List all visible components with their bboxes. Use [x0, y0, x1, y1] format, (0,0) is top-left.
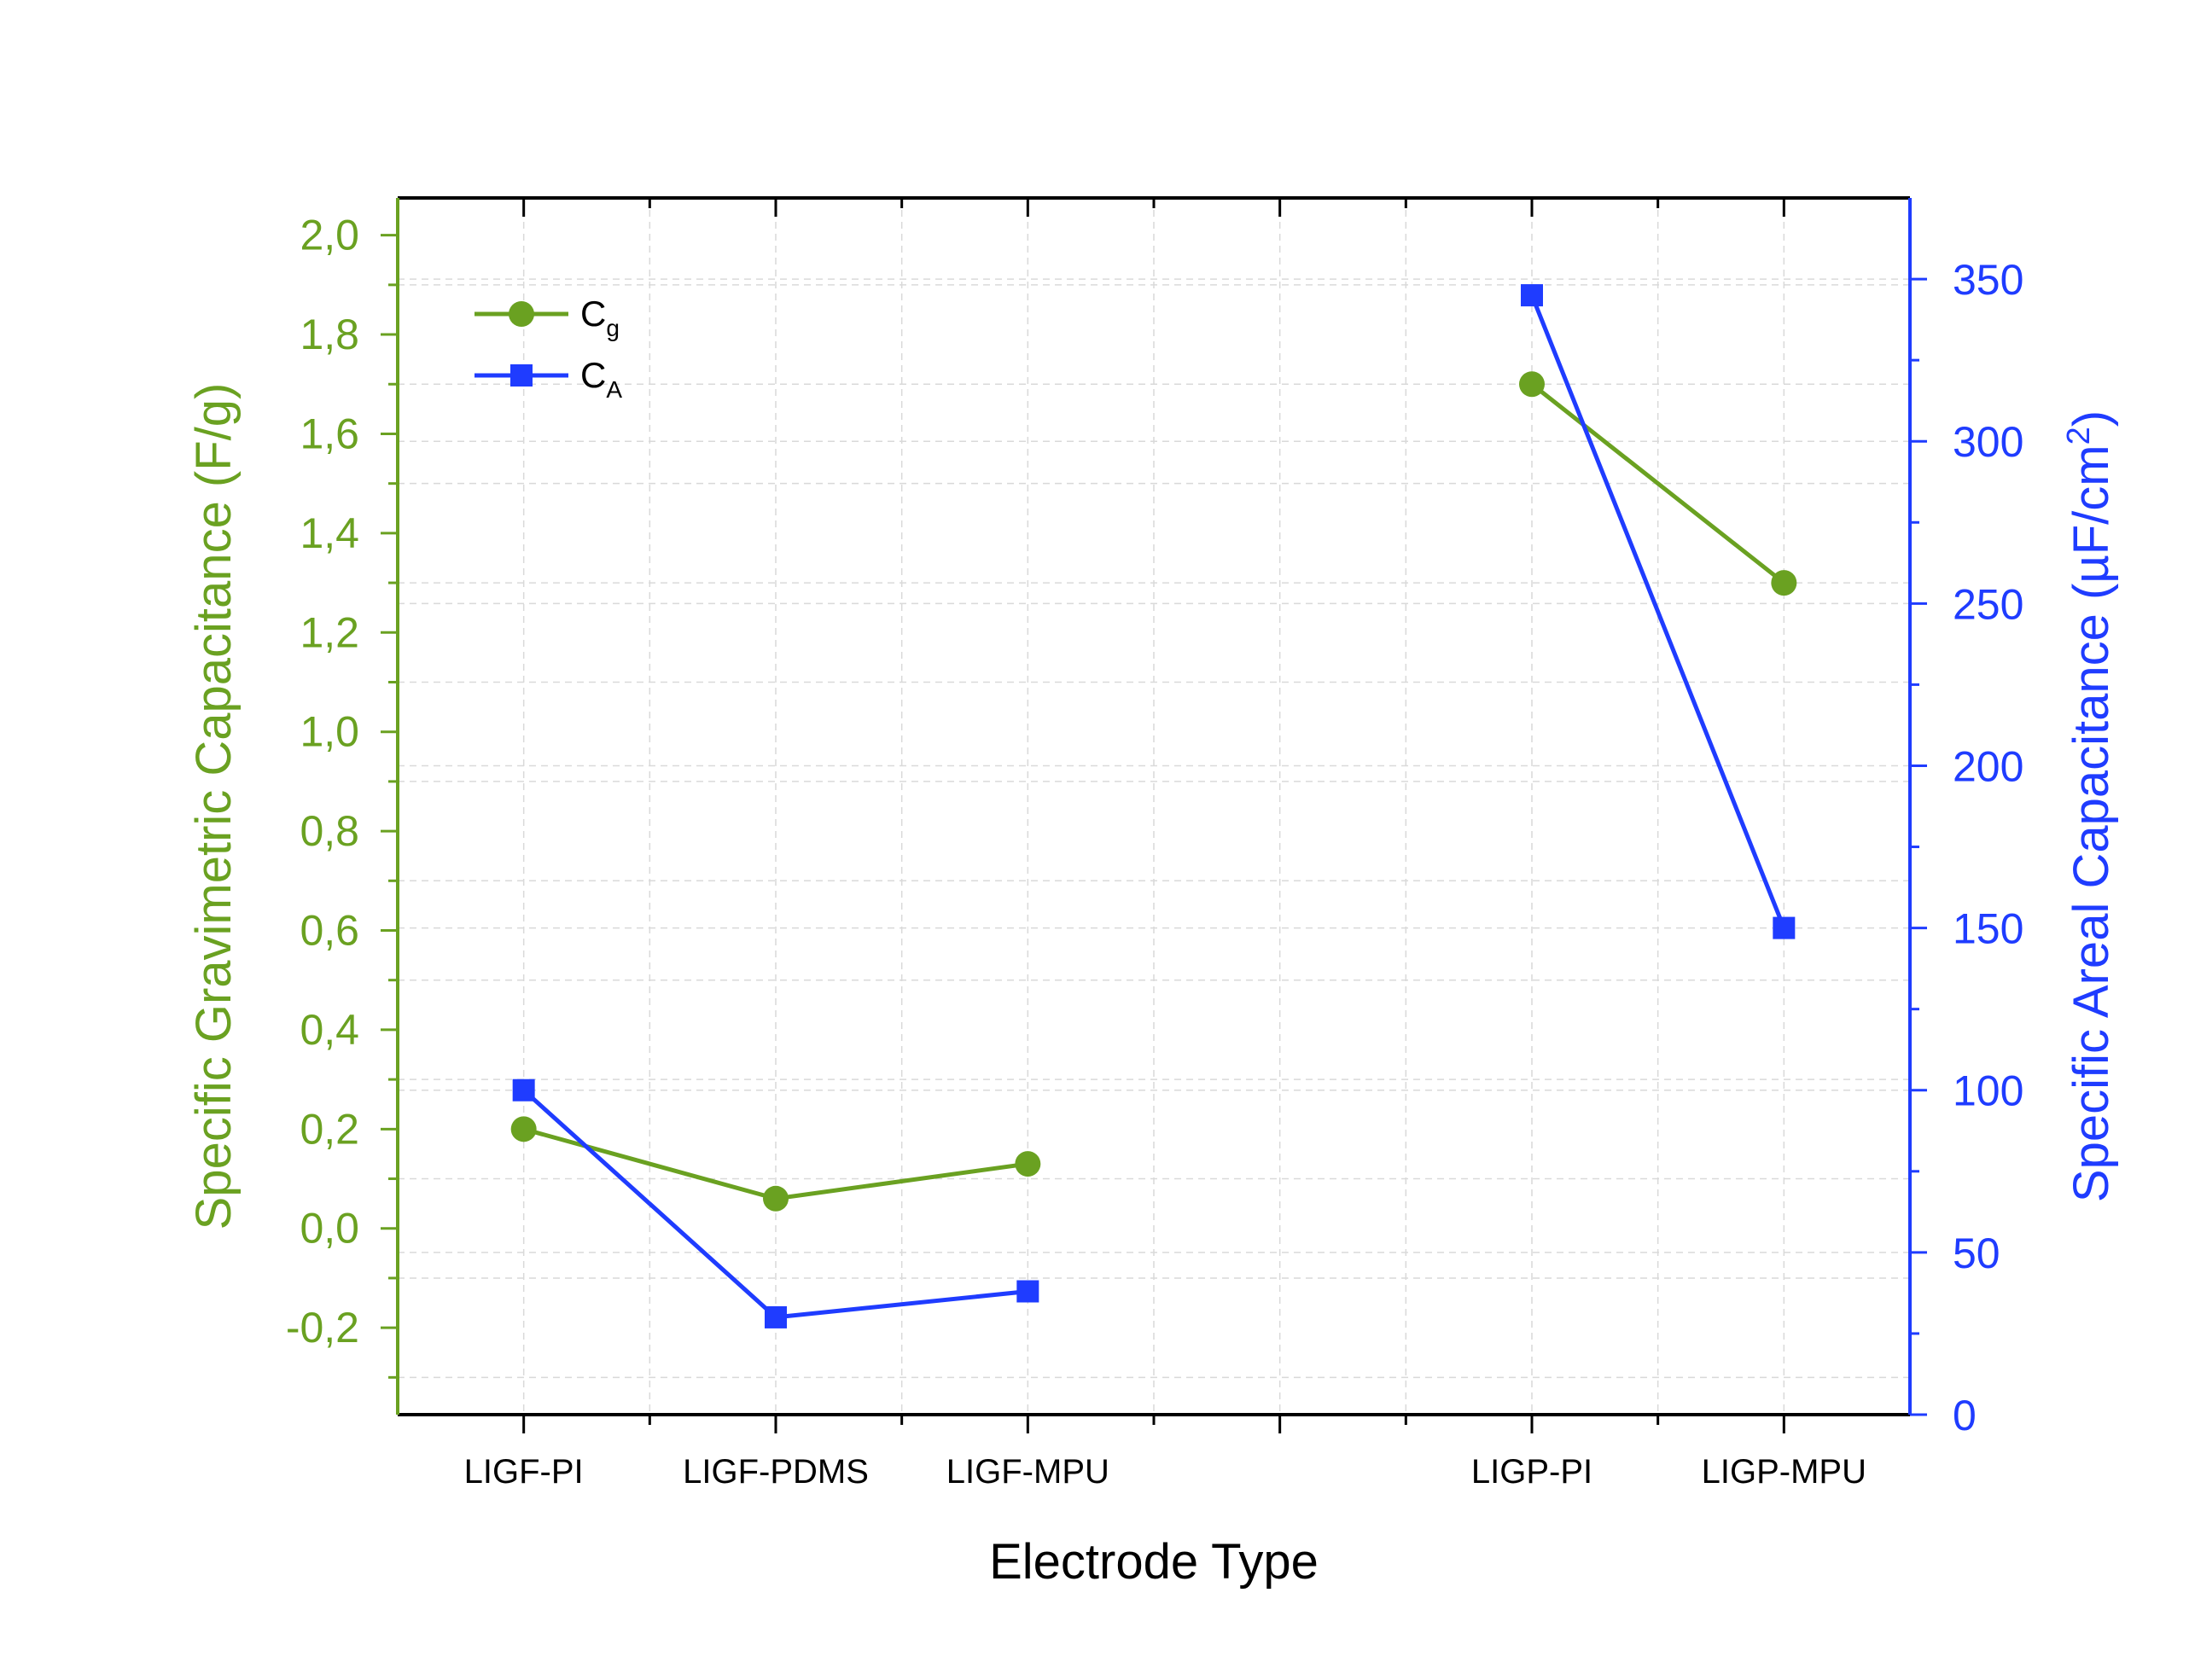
left-tick-label: 0,2: [300, 1105, 359, 1153]
x-tick-label: LIGP-MPU: [1702, 1453, 1866, 1491]
data-point: [512, 1078, 535, 1102]
data-point: [1016, 1280, 1039, 1303]
right-tick-label: 250: [1953, 580, 2023, 628]
left-tick-label: 1,2: [300, 608, 359, 656]
right-tick-label: 150: [1953, 905, 2023, 953]
series-layer: [510, 284, 1797, 1328]
right-tick-label: 100: [1953, 1067, 2023, 1115]
series-line: [1530, 382, 1785, 585]
data-point: [1015, 1151, 1041, 1177]
left-tick-label: 0,6: [300, 907, 359, 955]
x-tick-label: LIGP-PI: [1471, 1453, 1592, 1491]
series-1: [512, 284, 1796, 1328]
grid: [398, 198, 1910, 1415]
x-tick-label: LIGF-PI: [464, 1453, 584, 1491]
left-tick-label: 1,6: [300, 410, 359, 457]
legend-marker: [509, 301, 534, 327]
legend-label-sub: g: [606, 315, 620, 341]
axis-labels: LIGF-PI LIGF-PDMS LIGF-MPU LIGP-PI LIGP-MPU -…: [186, 212, 2119, 1590]
series-0: [510, 371, 1797, 1212]
legend-label: CA: [580, 355, 622, 403]
data-point: [1519, 371, 1545, 398]
right-tick-label: 350: [1953, 256, 2023, 304]
data-point: [763, 1185, 789, 1212]
left-tick-label: 0,8: [300, 807, 359, 855]
axes: [381, 196, 1927, 1433]
legend-label-main: C: [580, 294, 606, 334]
left-tick-label: 1,8: [300, 311, 359, 358]
legend-label-main: C: [580, 355, 606, 395]
data-point: [1773, 916, 1796, 939]
data-point: [1521, 284, 1543, 307]
right-axis-title-main: Specific Areal Capacitance (µF/cm: [2064, 445, 2119, 1202]
right-axis-title-sup: 2: [2061, 427, 2097, 445]
left-tick-label: 2,0: [300, 212, 359, 259]
right-tick-label: 300: [1953, 418, 2023, 466]
right-tick-label: 200: [1953, 742, 2023, 790]
x-tick-label: LIGF-PDMS: [683, 1453, 869, 1491]
left-tick-label: -0,2: [286, 1304, 359, 1352]
left-axis-title: Specific Gravimetric Capacitance (F/g): [186, 383, 242, 1230]
left-tick-label: 1,4: [300, 509, 359, 557]
right-axis-title-end: ): [2064, 410, 2119, 427]
data-point: [510, 1116, 537, 1142]
x-axis-title: Electrode Type: [989, 1534, 1319, 1590]
right-tick-label: 0: [1953, 1392, 1977, 1439]
left-tick-label: 0,4: [300, 1006, 359, 1054]
legend-marker: [510, 364, 533, 387]
series-line: [1529, 294, 1786, 929]
legend-label: Cg: [580, 294, 620, 341]
left-tick-label: 0,0: [300, 1205, 359, 1253]
data-point: [765, 1305, 787, 1328]
right-axis-title: Specific Areal Capacitance (µF/cm2): [2061, 410, 2119, 1202]
left-tick-label: 1,0: [300, 708, 359, 756]
x-tick-label: LIGF-MPU: [946, 1453, 1109, 1491]
legend-label-sub: A: [606, 376, 622, 403]
right-tick-label: 50: [1953, 1229, 2000, 1277]
data-point: [1771, 570, 1797, 596]
